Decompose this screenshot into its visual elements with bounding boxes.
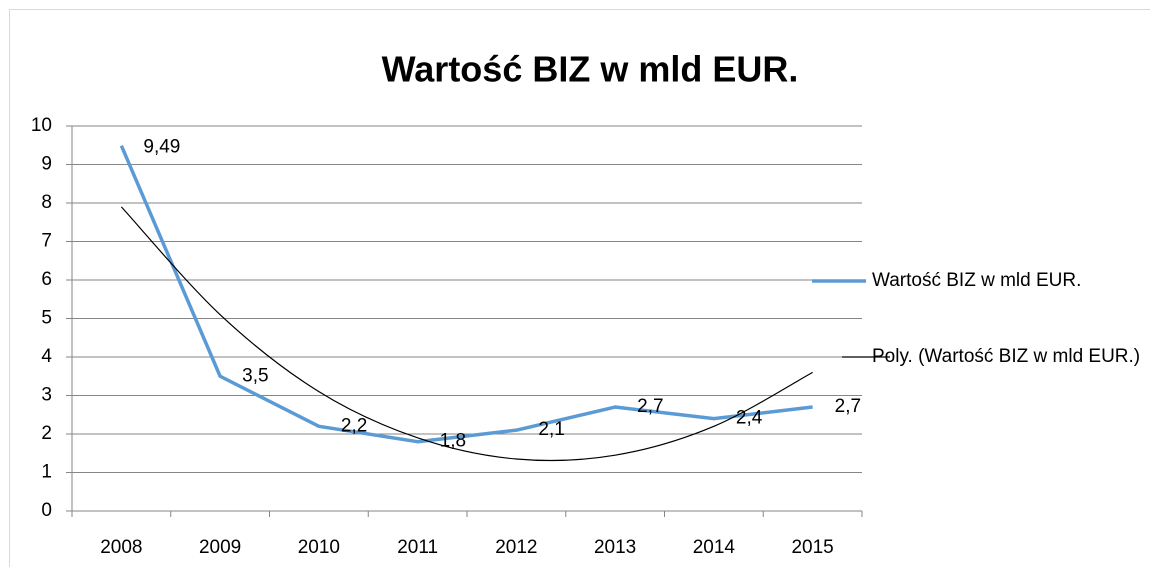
- data-line: [119, 144, 813, 444]
- x-tick-label: 2008: [100, 537, 142, 558]
- y-tick-label: 7: [41, 231, 52, 252]
- data-label: 3,5: [242, 365, 268, 386]
- data-label: 2,2: [341, 415, 367, 436]
- y-tick-label: 3: [41, 385, 52, 406]
- trend-line: [120, 206, 813, 462]
- legend-label: Poly. (Wartość BIZ w mld EUR.): [872, 346, 1141, 367]
- y-tick-label: 0: [41, 500, 52, 521]
- data-label: 2,7: [637, 396, 663, 417]
- y-tick-label: 5: [41, 308, 52, 329]
- x-tick-label: 2014: [693, 537, 736, 558]
- x-tick-label: 2012: [495, 537, 537, 558]
- y-tick-label: 10: [31, 115, 52, 136]
- x-tick-label: 2009: [199, 537, 241, 558]
- chart-border: [9, 9, 1150, 567]
- x-tick-label: 2013: [594, 537, 636, 558]
- x-tick-label: 2011: [397, 537, 438, 558]
- y-tick-label: 8: [41, 192, 52, 213]
- y-tick-label: 4: [41, 346, 52, 367]
- data-label: 9,49: [143, 137, 180, 158]
- data-label: 2,1: [538, 419, 564, 440]
- chart-title: Wartość BIZ w mld EUR.: [382, 49, 799, 90]
- y-tick-label: 2: [41, 423, 52, 444]
- legend-label: Wartość BIZ w mld EUR.: [872, 270, 1082, 291]
- y-tick-label: 1: [41, 462, 52, 483]
- data-label: 2,4: [736, 408, 763, 429]
- y-tick-label: 6: [41, 269, 52, 290]
- data-label: 2,7: [835, 396, 861, 417]
- x-tick-label: 2015: [791, 537, 833, 558]
- y-tick-label: 9: [41, 154, 52, 175]
- x-tick-label: 2010: [298, 537, 340, 558]
